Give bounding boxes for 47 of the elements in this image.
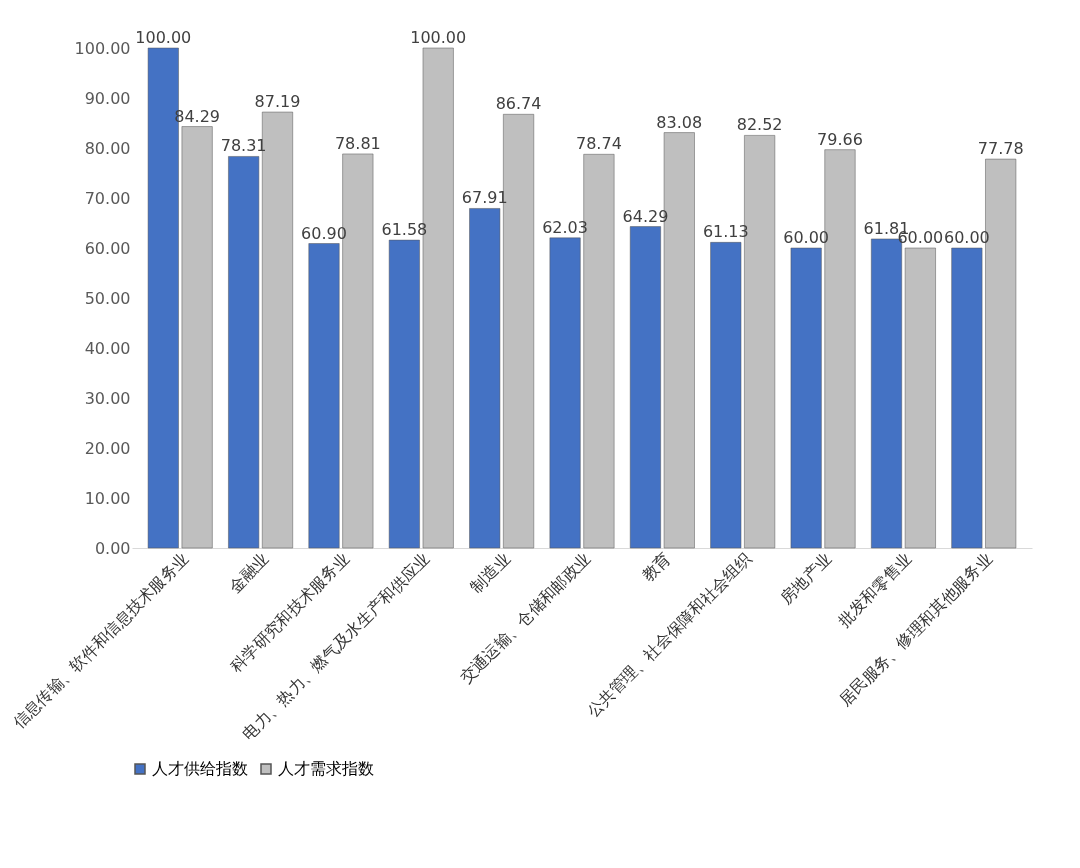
y-tick-label: 80.00 bbox=[84, 138, 131, 158]
y-tick-label: 100.00 bbox=[74, 38, 131, 58]
data-label: 79.66 bbox=[817, 129, 863, 149]
bar bbox=[549, 237, 581, 549]
data-label: 60.00 bbox=[943, 228, 990, 247]
data-label: 60.90 bbox=[301, 223, 347, 243]
y-tick-label: 10.00 bbox=[84, 488, 131, 508]
data-label: 64.29 bbox=[622, 206, 669, 226]
x-tick-label: 教育 bbox=[638, 549, 675, 586]
bar bbox=[710, 242, 742, 549]
data-label: 78.81 bbox=[334, 133, 381, 153]
data-label: 77.78 bbox=[977, 139, 1024, 159]
bar bbox=[951, 247, 983, 549]
y-tick-label: 90.00 bbox=[84, 88, 131, 108]
data-label: 78.31 bbox=[220, 136, 267, 156]
y-tick-label: 70.00 bbox=[84, 188, 131, 208]
bar bbox=[629, 226, 661, 549]
x-tick-label: 金融业 bbox=[225, 549, 273, 597]
data-label: 100.00 bbox=[410, 28, 467, 47]
y-tick-label: 60.00 bbox=[84, 238, 131, 258]
bar bbox=[469, 208, 501, 549]
data-label: 61.13 bbox=[702, 222, 749, 242]
data-label: 62.03 bbox=[542, 217, 588, 237]
data-label: 78.74 bbox=[576, 134, 622, 154]
legend-label: 人才供给指数 bbox=[152, 759, 248, 778]
x-tick-label: 制造业 bbox=[466, 549, 514, 597]
bar bbox=[904, 247, 936, 549]
data-label: 61.58 bbox=[381, 220, 428, 240]
legend-label: 人才需求指数 bbox=[278, 759, 374, 778]
bar bbox=[228, 156, 260, 549]
y-tick-label: 20.00 bbox=[84, 438, 131, 458]
data-label: 86.74 bbox=[495, 94, 542, 114]
data-label: 100.00 bbox=[135, 28, 192, 47]
data-label: 60.00 bbox=[783, 228, 830, 247]
y-tick-label: 30.00 bbox=[84, 388, 131, 408]
bar bbox=[388, 239, 420, 549]
bar bbox=[790, 247, 822, 549]
data-label: 67.91 bbox=[461, 188, 508, 208]
y-tick-label: 0.00 bbox=[94, 538, 131, 558]
x-tick-label: 房地产业 bbox=[776, 549, 836, 608]
y-tick-label: 40.00 bbox=[84, 338, 131, 358]
y-tick-label: 50.00 bbox=[84, 288, 131, 308]
bar bbox=[308, 243, 340, 549]
data-label: 87.19 bbox=[254, 92, 301, 112]
data-label: 83.08 bbox=[656, 112, 703, 132]
data-label: 82.52 bbox=[736, 115, 783, 135]
bar bbox=[181, 126, 213, 549]
